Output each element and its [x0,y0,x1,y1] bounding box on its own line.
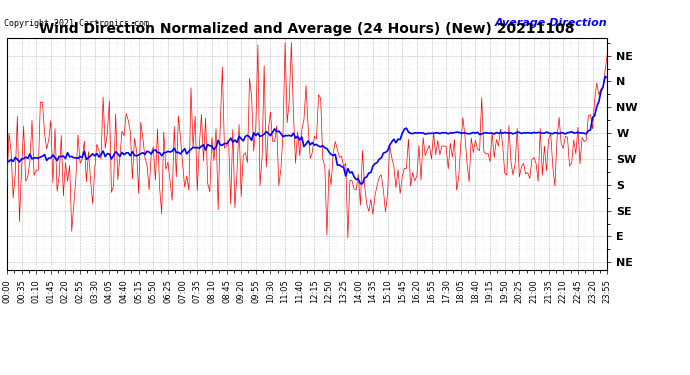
Text: Copyright 2021 Cartronics.com: Copyright 2021 Cartronics.com [4,19,149,28]
Title: Wind Direction Normalized and Average (24 Hours) (New) 20211108: Wind Direction Normalized and Average (2… [39,22,575,36]
Text: Average Direction: Average Direction [495,18,607,28]
